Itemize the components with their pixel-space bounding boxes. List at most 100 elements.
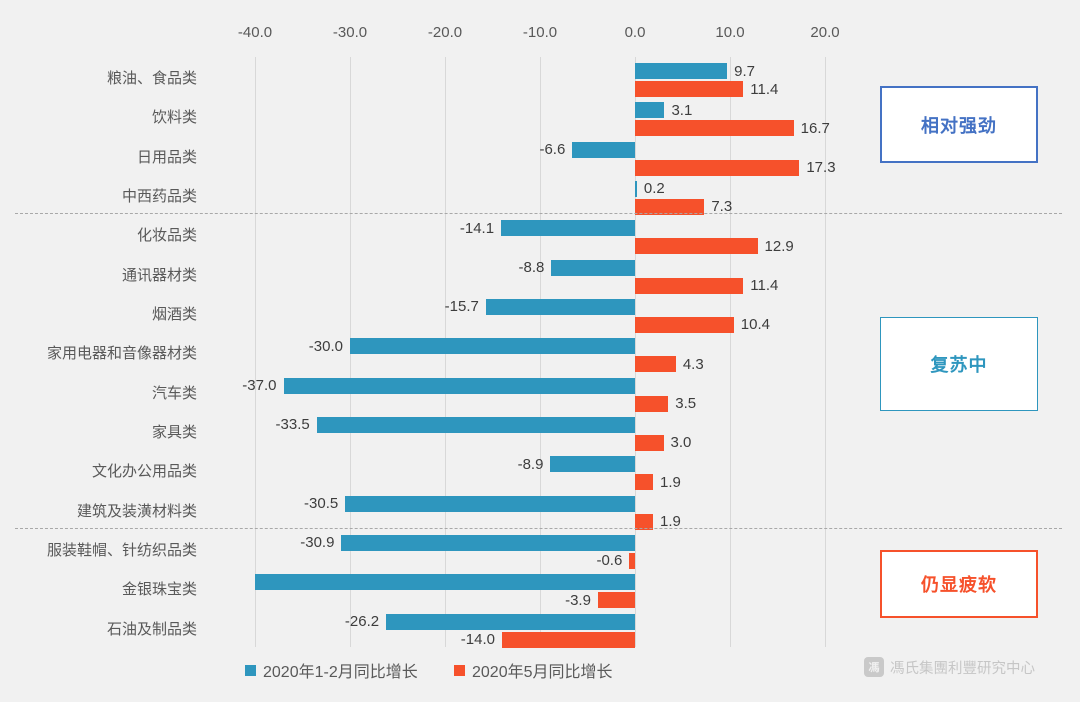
bar-janfeb [572, 141, 635, 158]
x-tick-label: -30.0 [332, 24, 368, 41]
legend-label-janfeb: 2020年1-2月同比增长 [263, 664, 418, 681]
bar-janfeb [316, 416, 635, 433]
legend-swatch-may [454, 664, 465, 676]
category-label: 烟酒类 [151, 306, 197, 324]
x-tick-label: -10.0 [522, 24, 558, 41]
group-separator [15, 527, 1062, 529]
value-label: 4.3 [682, 355, 704, 373]
value-label: 16.7 [800, 119, 830, 137]
value-label: -30.5 [304, 495, 339, 513]
category-label: 汽车类 [151, 384, 197, 402]
bar-may [635, 198, 705, 215]
bar-janfeb [635, 180, 637, 197]
footer-logo-text: 馮氏集團利豐研究中心 [890, 660, 1035, 677]
bar-janfeb [255, 574, 635, 591]
bar-may [635, 277, 744, 294]
legend-label-may: 2020年5月同比增长 [472, 664, 613, 681]
value-label: 17.3 [806, 159, 836, 177]
bar-janfeb [635, 63, 728, 79]
value-label: -30.9 [300, 534, 335, 552]
value-label: 3.0 [670, 434, 692, 452]
value-label: 3.5 [675, 395, 697, 413]
value-label: 0.2 [643, 180, 665, 198]
fung-group-seal-icon: 馮 [864, 657, 884, 677]
bar-may [635, 238, 758, 255]
x-tick-label: -40.0 [237, 24, 273, 41]
value-label: 12.9 [764, 237, 794, 255]
category-label: 文化办公用品类 [91, 463, 197, 481]
bar-may [635, 120, 794, 137]
footer-branding: 馮 馮氏集團利豐研究中心 [864, 655, 1035, 679]
bar-janfeb [341, 534, 635, 551]
value-label: -8.9 [517, 455, 544, 473]
annotation-still-weak: 仍显疲软 [880, 550, 1038, 618]
bar-may [502, 631, 635, 648]
bar-janfeb [635, 102, 665, 119]
value-label: -14.0 [460, 631, 495, 649]
legend-item-may: 2020年5月同比增长 [454, 659, 613, 681]
annotation-label: 仍显疲软 [921, 575, 997, 595]
bar-may [635, 513, 654, 530]
group-separator [15, 213, 1062, 215]
category-label: 粮油、食品类 [106, 70, 197, 88]
bar-janfeb [551, 259, 635, 276]
annotation-relatively-strong: 相对强劲 [880, 86, 1038, 163]
category-label: 家用电器和音像器材类 [46, 345, 197, 363]
bar-janfeb [485, 298, 635, 315]
legend-item-janfeb: 2020年1-2月同比增长 [245, 659, 418, 681]
bar-janfeb [501, 220, 635, 237]
value-label: -33.5 [275, 416, 310, 434]
x-tick-label: 20.0 [810, 24, 840, 41]
value-label: 11.4 [750, 277, 779, 295]
value-label: -14.1 [459, 219, 495, 237]
category-label: 日用品类 [136, 148, 197, 166]
category-label: 家具类 [151, 424, 197, 442]
bar-may [635, 316, 734, 333]
bar-janfeb [350, 338, 635, 355]
annotation-recovering: 复苏中 [880, 317, 1038, 411]
gridline--40 [255, 57, 256, 647]
x-tick-label: 10.0 [715, 24, 745, 41]
bar-may [635, 434, 664, 451]
category-label: 石油及制品类 [106, 620, 197, 638]
gridline-10 [730, 57, 731, 647]
category-label: 饮料类 [151, 109, 197, 127]
gridline-0 [635, 57, 636, 647]
value-label: 9.7 [734, 62, 755, 80]
value-label: -15.7 [444, 298, 479, 316]
value-label: -0.6 [596, 552, 623, 570]
category-label: 中西药品类 [121, 188, 197, 206]
category-label: 通讯器材类 [121, 266, 197, 284]
value-label: 3.1 [671, 101, 693, 119]
category-label: 金银珠宝类 [121, 581, 197, 599]
legend-swatch-janfeb [245, 664, 256, 676]
bar-may [635, 395, 669, 412]
bar-may [635, 474, 654, 491]
bar-janfeb [386, 613, 635, 630]
bar-may [635, 356, 676, 373]
category-label: 建筑及装潢材料类 [76, 502, 197, 520]
value-label: 11.4 [750, 80, 779, 98]
value-label: -8.8 [518, 259, 545, 277]
value-label: 1.9 [660, 513, 681, 531]
bar-may [629, 552, 635, 569]
category-label: 服装鞋帽、针纺织品类 [46, 542, 197, 560]
bar-may [597, 592, 635, 609]
value-label: -3.9 [565, 591, 591, 609]
value-label: -30.0 [308, 337, 343, 355]
value-label: 7.3 [711, 198, 733, 216]
value-label: -6.6 [539, 141, 566, 159]
x-tick-label: -20.0 [427, 24, 463, 41]
bar-janfeb [550, 456, 635, 473]
x-tick-label: 0.0 [624, 24, 646, 41]
annotation-label: 相对强劲 [921, 115, 997, 136]
annotation-label: 复苏中 [930, 355, 988, 375]
value-label: 10.4 [740, 316, 770, 334]
bar-janfeb [345, 495, 635, 512]
value-label: -37.0 [242, 377, 277, 395]
bar-janfeb [283, 377, 635, 394]
category-label: 化妆品类 [136, 227, 197, 245]
value-label: 1.9 [660, 473, 681, 491]
value-label: -26.2 [344, 613, 380, 631]
